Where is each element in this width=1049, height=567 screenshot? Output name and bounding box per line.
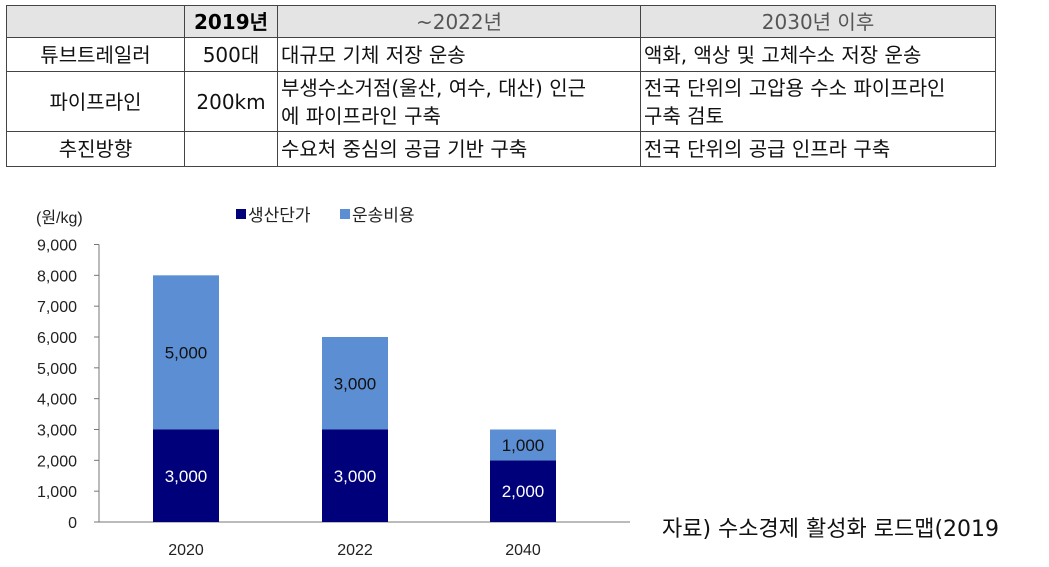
data-label: 3,000 (334, 467, 377, 486)
y-tick-label: 5,000 (37, 361, 77, 378)
x-tick-label: 2020 (168, 542, 204, 559)
roadmap-table: 2019년 ~2022년 2030년 이후 튜브트레일러 500대 대규모 기체… (6, 5, 996, 167)
legend-swatch (340, 209, 350, 219)
y-tick-label: 6,000 (37, 330, 77, 347)
x-tick-label: 2022 (337, 542, 373, 559)
cell-2030: 액화, 액상 및 고체수소 저장 운송 (640, 37, 996, 72)
bars: 3,000 5,000 2020 3,000 3,000 2022 2,000 1,000 20… (153, 275, 556, 559)
header-2030: 2030년 이후 (640, 5, 996, 38)
hydrogen-cost-chart: (원/kg) 생산단가 운송비용 0 1,000 2,000 3,000 4,000 5,0… (36, 206, 630, 559)
axes: 0 1,000 2,000 3,000 4,000 5,000 6,000 7,000 8,00… (37, 238, 630, 532)
table-header-row: 2019년 ~2022년 2030년 이후 (6, 5, 996, 38)
cell-2019: 200km (184, 71, 278, 132)
table-row: 파이프라인 200km 부생수소거점(울산, 여수, 대산) 인근 에 파이프라… (6, 71, 996, 132)
y-unit-label: (원/kg) (36, 209, 83, 227)
y-tick-label: 1,000 (37, 484, 77, 501)
legend-label: 생산단가 (248, 206, 311, 226)
header-empty (6, 5, 185, 38)
data-label: 1,000 (502, 436, 545, 455)
legend-label: 운송비용 (352, 206, 415, 226)
cell-2022: 수요처 중심의 공급 기반 구축 (277, 131, 641, 167)
cell-2022: 대규모 기체 저장 운송 (277, 37, 641, 72)
bar-2040-series0 (490, 460, 556, 522)
cell-2022: 부생수소거점(울산, 여수, 대산) 인근 에 파이프라인 구축 (277, 71, 641, 132)
bar-2022-series0 (322, 429, 388, 522)
legend-swatch (236, 209, 246, 219)
bar-2040-series1 (490, 429, 556, 461)
y-tick-label: 0 (68, 515, 77, 532)
cell-2030: 전국 단위의 고압용 수소 파이프라인 구축 검토 (640, 71, 996, 132)
y-tick-label: 2,000 (37, 453, 77, 470)
data-label: 3,000 (334, 374, 377, 393)
bar-2020-series1 (153, 275, 219, 430)
table-row: 추진방향 수요처 중심의 공급 기반 구축 전국 단위의 공급 인프라 구축 (6, 131, 996, 167)
data-label: 3,000 (165, 467, 208, 486)
header-2019: 2019년 (184, 5, 278, 38)
y-tick-label: 7,000 (37, 299, 77, 316)
legend: 생산단가 운송비용 (236, 206, 415, 226)
data-label: 5,000 (165, 343, 208, 362)
bar-2022-series1 (322, 337, 388, 430)
cell-2030: 전국 단위의 공급 인프라 구축 (640, 131, 996, 167)
y-tick-label: 9,000 (37, 238, 77, 255)
cell-2019: 500대 (184, 37, 278, 72)
data-label: 2,000 (502, 482, 545, 501)
row-label: 추진방향 (6, 131, 185, 167)
cell-2019 (184, 131, 278, 167)
bar-2020-series0 (153, 429, 219, 522)
row-label: 튜브트레일러 (6, 37, 185, 72)
row-label: 파이프라인 (6, 71, 185, 132)
y-tick-label: 3,000 (37, 423, 77, 440)
source-note: 자료) 수소경제 활성화 로드맵(2019 (662, 517, 1000, 542)
y-tick-label: 8,000 (37, 268, 77, 285)
table-row: 튜브트레일러 500대 대규모 기체 저장 운송 액화, 액상 및 고체수소 저… (6, 37, 996, 72)
y-tick-label: 4,000 (37, 392, 77, 409)
x-tick-label: 2040 (505, 542, 541, 559)
header-2022: ~2022년 (277, 5, 641, 38)
